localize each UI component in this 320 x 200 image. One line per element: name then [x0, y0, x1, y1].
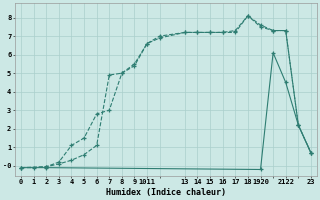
- X-axis label: Humidex (Indice chaleur): Humidex (Indice chaleur): [106, 188, 226, 197]
